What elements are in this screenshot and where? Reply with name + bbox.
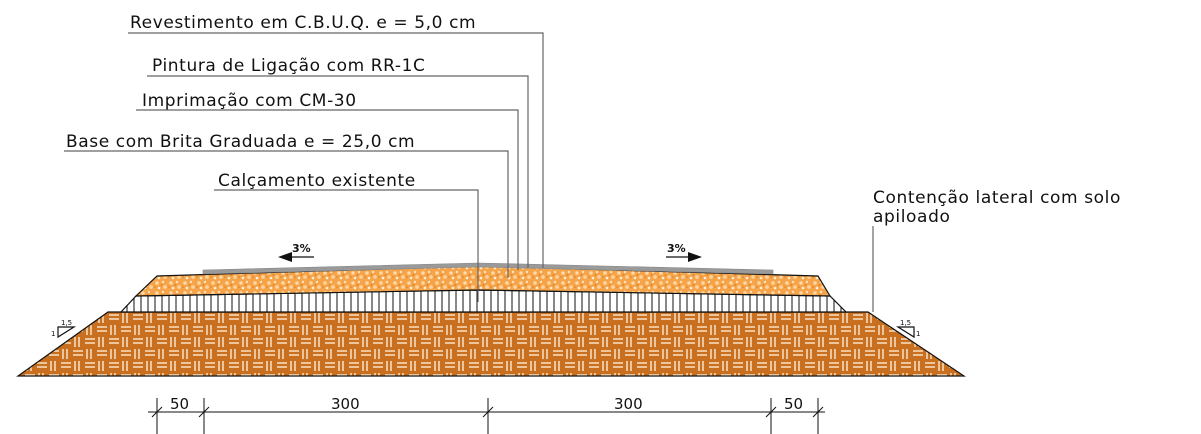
label-contencao-line1: Contenção lateral com solo [873, 188, 1121, 208]
leader-calcamento [214, 189, 479, 302]
talude-left-h: 1,5 [61, 319, 72, 327]
talude-left: 1,5 1 [51, 319, 77, 339]
leader-pintura [147, 75, 529, 268]
leader-imprimacao [136, 109, 519, 270]
embankment-layer [16, 311, 966, 377]
talude-right-v: 1 [916, 330, 920, 338]
slope-right: 3% [666, 242, 702, 262]
slope-right-label: 3% [667, 242, 686, 255]
dimension-3: 300 [614, 395, 643, 413]
dimension-2: 300 [331, 395, 360, 413]
label-imprimacao: Imprimação com CM-30 [142, 91, 357, 111]
label-pintura: Pintura de Ligação com RR-1C [152, 56, 426, 76]
talude-right: 1,5 1 [895, 319, 920, 339]
slope-left: 3% [278, 242, 314, 262]
dimension-line [148, 398, 825, 434]
talude-left-v: 1 [51, 330, 55, 338]
label-contencao-line2: apiloado [873, 207, 950, 227]
dimension-4: 50 [784, 395, 803, 413]
slope-left-label: 3% [292, 242, 311, 255]
label-calcamento: Calçamento existente [218, 171, 416, 191]
leader-revestimento [128, 32, 544, 268]
dimension-1: 50 [170, 395, 189, 413]
label-revestimento: Revestimento em C.B.U.Q. e = 5,0 cm [130, 13, 476, 33]
talude-right-h: 1,5 [900, 319, 911, 327]
label-base: Base com Brita Graduada e = 25,0 cm [66, 132, 415, 152]
leader-base [64, 150, 509, 278]
